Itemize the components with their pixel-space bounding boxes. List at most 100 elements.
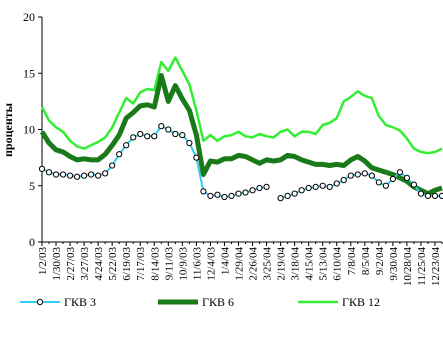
x-tick-label: 1/29/04 [233,247,245,281]
x-tick-label: 12/23/04 [430,247,442,287]
point-marker [73,173,81,180]
point-marker [179,132,186,139]
legend-label: ГКВ 3 [64,295,96,309]
x-tick-label: 10/9/03 [177,247,189,281]
y-tick-label: 20 [23,10,35,24]
x-tick-label: 2/19/04 [276,247,288,281]
x-tick-label: 8/14/03 [149,247,161,281]
point-marker [438,192,443,199]
y-tick-label: 10 [23,123,35,137]
point-marker [123,142,130,149]
point-marker [109,162,116,169]
point-marker [249,187,256,194]
x-tick-label: 1/4/04 [219,247,231,276]
point-marker [221,193,228,201]
point-marker [88,171,95,178]
point-marker [298,187,305,194]
x-tick-label: 8/5/04 [360,247,372,276]
x-tick-label: 7/8/04 [346,247,358,276]
point-marker [193,154,200,161]
x-tick-label: 6/19/03 [121,247,133,281]
point-marker [333,180,340,187]
x-tick-label: 12/4/03 [205,247,217,281]
series-line [41,125,442,200]
x-tick-label: 7/17/03 [135,247,147,281]
y-tick-label: 0 [29,235,35,249]
x-tick-label: 3/18/04 [290,247,302,281]
point-marker [66,172,74,179]
point-marker [424,192,432,199]
point-marker [354,171,361,178]
point-marker [382,182,389,189]
x-tick-label: 2/26/04 [248,247,260,281]
x-tick-label: 5/13/04 [318,247,330,281]
point-marker [417,190,425,197]
x-tick-label: 9/11/03 [163,247,175,281]
legend-label: ГКВ 6 [202,295,234,309]
point-marker [284,192,291,199]
point-marker [312,183,319,190]
x-tick-label: 11/6/03 [191,247,203,281]
point-marker [102,170,109,177]
point-marker [326,183,333,190]
point-marker [263,183,270,190]
point-marker [144,133,151,140]
point-marker [52,171,60,178]
point-marker [116,151,123,158]
point-marker [59,171,67,178]
point-marker [242,189,249,196]
series-line [39,73,443,197]
y-tick-label: 5 [29,179,35,193]
point-marker [431,192,439,199]
point-marker [256,184,263,192]
x-tick-label: 9/2/04 [374,247,386,276]
point-marker [214,191,221,198]
point-marker [228,192,235,199]
point-marker [235,190,242,197]
legend-marker [36,298,44,306]
point-marker [81,172,88,179]
point-marker [38,165,46,172]
point-marker [186,139,193,147]
point-marker [151,133,158,140]
point-marker [200,188,207,195]
point-marker [137,130,144,138]
point-marker [305,184,312,192]
x-tick-label: 3/27/03 [79,247,91,281]
point-marker [403,174,411,181]
x-tick-label: 2/27/03 [65,247,77,281]
x-tick-label: 4/24/03 [93,247,105,281]
point-marker [165,126,172,133]
point-marker [277,195,284,202]
x-tick-label: 4/15/04 [304,247,316,281]
series-line [40,56,443,155]
y-axis-label: проценты [1,102,15,157]
point-marker [389,175,396,183]
point-marker [347,172,354,179]
point-marker [291,190,298,197]
x-tick-label: 11/25/04 [416,247,428,286]
point-marker [361,170,368,177]
legend-label: ГКВ 12 [342,295,380,309]
x-tick-label: 3/25/04 [262,247,274,281]
x-tick-label: 1/30/03 [51,247,63,281]
x-tick-label: 5/22/03 [107,247,119,281]
point-marker [172,130,179,138]
x-tick-label: 6/10/04 [332,247,344,281]
x-tick-label: 10/28/04 [402,247,414,287]
point-marker [319,182,326,189]
point-marker [207,192,214,199]
point-marker [95,172,102,179]
x-tick-label: 9/30/04 [388,247,400,281]
point-marker [45,169,53,176]
point-marker [368,172,375,179]
point-marker [340,177,347,184]
point-marker [396,169,403,176]
y-tick-label: 15 [23,66,35,80]
point-marker [410,181,418,188]
point-marker [158,123,165,130]
x-tick-label: 1/2/03 [37,247,49,276]
point-marker [130,134,137,141]
point-marker [375,179,382,186]
